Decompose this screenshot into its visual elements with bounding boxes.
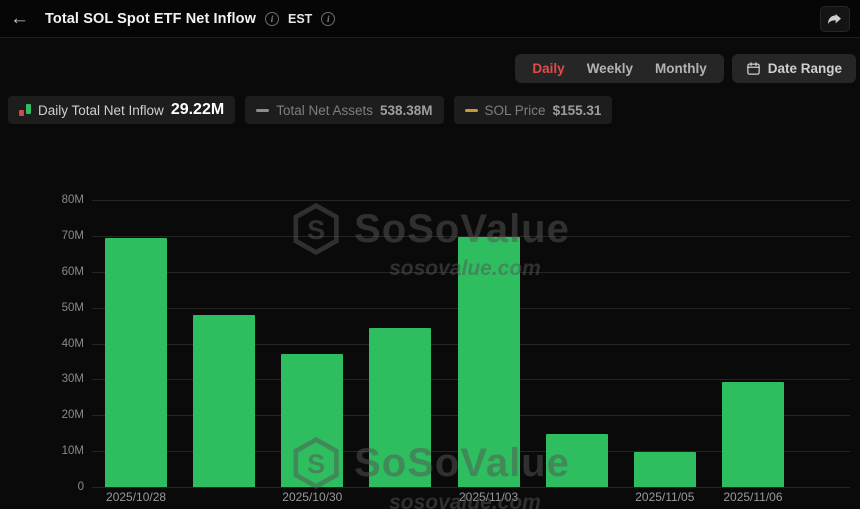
bar-slot	[445, 200, 533, 487]
bar-slot	[92, 200, 180, 487]
bar-slot	[621, 200, 709, 487]
bar-slot	[180, 200, 268, 487]
tab-daily[interactable]: Daily	[532, 61, 565, 76]
legend-value: $155.31	[552, 102, 602, 118]
x-axis: 2025/10/28 2025/10/30 2025/11/03 2025/11/05…	[92, 490, 797, 504]
timezone-info-icon[interactable]: i	[321, 11, 336, 26]
bar-slot	[709, 200, 797, 487]
page-title: Total SOL Spot ETF Net Inflow	[45, 10, 256, 27]
y-axis-label: 60M	[61, 265, 84, 278]
bar-slot	[356, 200, 444, 487]
x-axis-label: 2025/11/05	[635, 490, 695, 504]
x-axis-label: 2025/10/28	[106, 490, 167, 504]
back-button[interactable]: ←	[10, 8, 29, 29]
date-range-label: Date Range	[767, 61, 842, 76]
y-axis-label: 20M	[61, 409, 84, 422]
chart-bar[interactable]	[193, 314, 256, 487]
legend-value: 29.22M	[170, 101, 225, 118]
chart-bar[interactable]	[457, 236, 520, 487]
y-axis-label: 40M	[61, 337, 84, 350]
bars	[92, 200, 797, 487]
y-axis-label: 70M	[61, 229, 84, 242]
tab-monthly[interactable]: Monthly	[654, 61, 707, 76]
chart-bar[interactable]	[105, 237, 168, 487]
header: ← Total SOL Spot ETF Net Inflow i EST i	[0, 0, 860, 38]
bar-slot	[533, 200, 621, 487]
y-axis-label: 10M	[61, 445, 84, 458]
legend-label: SOL Price	[484, 102, 546, 118]
chart-bar[interactable]	[633, 452, 696, 487]
bar-slot	[268, 200, 356, 487]
date-range-button[interactable]: Date Range	[731, 54, 856, 83]
gridline	[92, 235, 850, 237]
candles-icon	[19, 104, 31, 116]
x-axis-label: 2025/11/03	[458, 490, 519, 504]
y-axis-label: 0	[77, 481, 84, 493]
y-axis-label: 80M	[61, 194, 84, 206]
legend-sol-price[interactable]: SOL Price $155.31	[453, 96, 613, 124]
gridline	[92, 200, 850, 201]
legend-total-net-assets[interactable]: Total Net Assets 538.38M	[245, 96, 444, 124]
chart-bar[interactable]	[545, 433, 608, 487]
share-button[interactable]	[820, 5, 850, 32]
legend-row: Daily Total Net Inflow 29.22M Total Net …	[8, 96, 613, 124]
x-axis-label	[356, 490, 444, 504]
title-info-icon[interactable]: i	[265, 11, 279, 26]
x-axis-label: 2025/11/06	[723, 490, 783, 504]
timezone-label: EST	[288, 11, 313, 26]
x-axis-label	[180, 490, 268, 504]
gridline	[92, 487, 850, 488]
controls-row: Daily Weekly Monthly Date Range	[515, 54, 856, 83]
x-axis-label: 2025/10/30	[282, 490, 343, 504]
legend-label: Daily Total Net Inflow	[38, 102, 164, 118]
chart-bar[interactable]	[721, 382, 784, 487]
tab-weekly[interactable]: Weekly	[586, 61, 633, 76]
interval-tabs: Daily Weekly Monthly	[515, 54, 724, 83]
legend-value: 538.38M	[379, 102, 433, 118]
gray-dash-icon	[256, 108, 270, 112]
orange-dash-icon	[464, 108, 478, 112]
chart-plot-area: 80M 70M 60M 50M 40M 30M 20M 10M 0	[62, 194, 850, 493]
legend-daily-net-inflow[interactable]: Daily Total Net Inflow 29.22M	[8, 96, 236, 124]
share-icon	[828, 13, 841, 24]
calendar-icon	[746, 62, 760, 75]
y-axis-label: 30M	[61, 373, 84, 386]
chart-bar[interactable]	[281, 353, 344, 487]
x-axis-label	[533, 490, 621, 504]
legend-label: Total Net Assets	[276, 102, 373, 118]
chart-bar[interactable]	[369, 328, 432, 487]
y-axis-label: 50M	[61, 301, 84, 314]
